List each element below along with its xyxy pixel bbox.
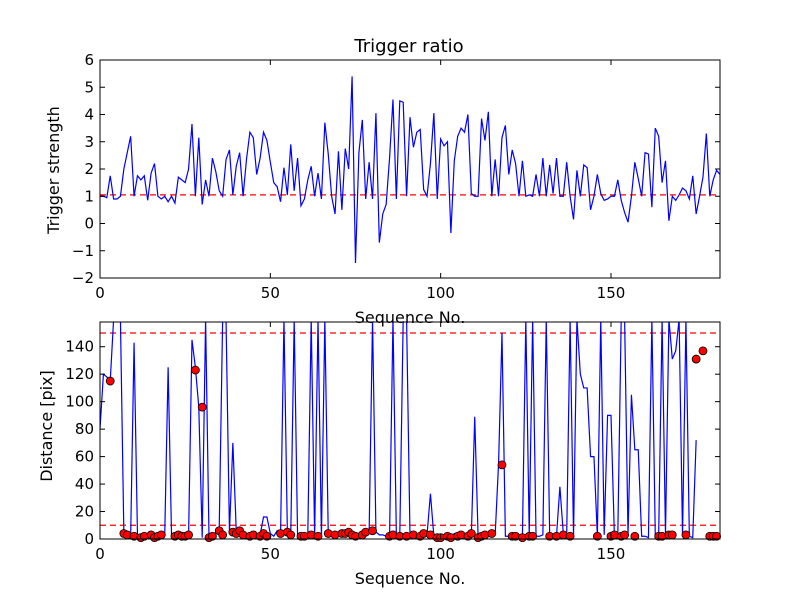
trigger-strength-series-line <box>100 76 720 264</box>
distance-marker-point <box>681 530 691 540</box>
top-x-axis: 0 50 100 150 <box>95 60 625 302</box>
distance-marker-point <box>286 530 296 540</box>
distance-marker-point <box>667 530 677 540</box>
y-tick-label: 40 <box>75 475 94 493</box>
distance-marker-point <box>630 531 640 541</box>
distance-marker-point <box>184 530 193 540</box>
distance-marker-point <box>197 402 207 412</box>
y-tick-label: 0 <box>84 215 94 233</box>
top-chart: Trigger ratio 0 50 100 150 −2 −1 0 1 2 3 4 5 6 Sequ… <box>44 36 721 327</box>
distance-marker-point <box>712 531 721 541</box>
y-tick-label: −1 <box>72 242 94 260</box>
distance-marker-point <box>190 365 200 375</box>
distance-marker-point <box>218 530 228 540</box>
bottom-chart: 0 50 100 150 0 20 40 60 80 100 120 140 Sequence No… <box>37 321 721 588</box>
y-tick-label: 6 <box>84 51 94 69</box>
bottom-y-axis-label: Distance [pix] <box>37 370 56 482</box>
y-tick-label: 4 <box>84 106 94 124</box>
bottom-x-axis-label: Sequence No. <box>355 569 466 588</box>
y-tick-label: 60 <box>75 448 94 466</box>
y-tick-label: 120 <box>65 365 94 383</box>
distance-marker-point <box>466 529 476 538</box>
distance-marker-point <box>156 530 166 540</box>
y-tick-label: 100 <box>65 393 94 411</box>
distance-marker-point <box>313 531 323 541</box>
x-tick-label: 150 <box>597 545 626 563</box>
y-tick-label: 1 <box>84 187 94 205</box>
distance-marker-point <box>368 526 377 536</box>
distance-marker-point <box>105 376 115 386</box>
distance-markers <box>105 346 721 543</box>
y-tick-label: 80 <box>75 420 94 438</box>
bottom-y-axis: 0 20 40 60 80 100 120 140 <box>65 338 720 548</box>
distance-marker-point <box>620 530 630 540</box>
distance-marker-point <box>565 531 575 541</box>
y-tick-label: 5 <box>84 78 94 96</box>
distance-marker-point <box>208 531 217 541</box>
top-x-axis-label: Sequence No. <box>355 308 466 327</box>
top-y-axis-label: Trigger strength <box>44 106 63 235</box>
distance-marker-point <box>691 354 701 364</box>
x-tick-label: 50 <box>261 284 280 302</box>
distance-series-line <box>100 322 697 539</box>
bottom-x-axis: 0 50 100 150 <box>95 322 625 563</box>
x-tick-label: 100 <box>426 284 455 302</box>
bottom-plot-frame <box>99 321 721 540</box>
y-tick-label: 2 <box>84 160 94 178</box>
x-tick-label: 0 <box>95 284 105 302</box>
y-tick-label: 20 <box>75 503 94 521</box>
distance-marker-point <box>528 531 538 541</box>
distance-marker-point <box>497 460 507 470</box>
x-tick-label: 0 <box>95 545 105 563</box>
y-tick-label: 3 <box>84 133 94 151</box>
distance-marker-point <box>592 531 602 541</box>
top-plot-frame <box>99 59 721 279</box>
y-tick-label: 140 <box>65 338 94 356</box>
y-tick-label: 0 <box>84 530 94 548</box>
x-tick-label: 50 <box>261 545 280 563</box>
distance-marker-point <box>262 531 272 541</box>
y-tick-label: −2 <box>72 269 94 287</box>
top-chart-title: Trigger ratio <box>353 36 463 57</box>
x-tick-label: 100 <box>426 545 455 563</box>
distance-marker-point <box>487 529 497 538</box>
x-tick-label: 150 <box>597 284 626 302</box>
distance-marker-point <box>698 346 708 356</box>
top-y-axis: −2 −1 0 1 2 3 4 5 6 <box>72 51 720 287</box>
